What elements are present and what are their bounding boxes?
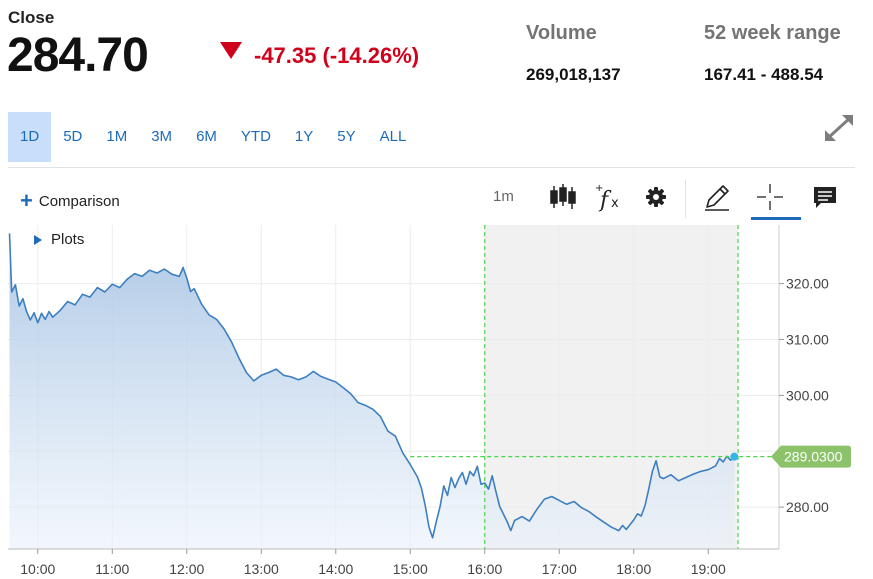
range-tabs: 1D 5D 1M 3M 6M YTD 1Y 5Y ALL — [8, 112, 418, 162]
volume-label: Volume — [526, 22, 597, 44]
crosshair-active-indicator — [751, 217, 801, 220]
range-value: 167.41 - 488.54 — [704, 65, 824, 84]
plots-toggle[interactable]: Plots — [34, 231, 84, 248]
pencil-icon[interactable] — [700, 180, 734, 214]
close-label: Close — [8, 8, 55, 27]
last-price-point — [730, 452, 739, 461]
x-tick-label: 11:00 — [95, 561, 129, 577]
svg-text:+: + — [595, 183, 603, 194]
tabs-divider — [8, 167, 855, 168]
x-axis: 10:00 11:00 12:00 13:00 14:00 15:00 16:00 17:00… — [8, 548, 779, 577]
x-tick-label: 10:00 — [20, 561, 55, 577]
candlestick-icon[interactable] — [546, 180, 580, 214]
tab-5y[interactable]: 5Y — [337, 128, 356, 145]
volume-value: 269,018,137 — [526, 65, 621, 84]
crosshair-icon[interactable] — [753, 180, 787, 214]
y-tick-label: 280.00 — [786, 499, 829, 515]
svg-text:x: x — [611, 196, 619, 211]
gear-icon[interactable] — [639, 180, 673, 214]
tab-1m[interactable]: 1M — [106, 128, 128, 145]
close-price: 284.70 — [7, 29, 149, 82]
play-arrow-icon — [34, 234, 42, 245]
tab-all[interactable]: ALL — [379, 128, 407, 145]
down-arrow-icon — [220, 42, 242, 59]
x-tick-label: 17:00 — [542, 561, 577, 577]
last-price-tag-shape — [771, 445, 851, 468]
tab-1d[interactable]: 1D — [8, 112, 52, 162]
comparison-button[interactable]: + Comparison — [20, 190, 120, 212]
x-tick-label: 14:00 — [318, 561, 353, 577]
plus-icon: + — [20, 188, 33, 213]
tab-5d[interactable]: 5D — [63, 128, 83, 145]
toolbar-divider — [685, 180, 686, 218]
price-change: -47.35 (-14.26%) — [254, 43, 420, 68]
y-tick-label: 310.00 — [786, 332, 829, 348]
interval-button[interactable]: 1m — [493, 188, 514, 205]
function-icon[interactable]: + f x — [592, 180, 626, 214]
price-line — [8, 233, 735, 539]
range-label: 52 week range — [704, 22, 841, 44]
tab-ytd[interactable]: YTD — [240, 128, 271, 145]
x-tick-label: 15:00 — [393, 561, 428, 577]
y-tick-label: 320.00 — [786, 276, 829, 292]
x-tick-label: 16:00 — [467, 561, 502, 577]
comparison-label: Comparison — [38, 192, 120, 210]
x-tick-label: 18:00 — [616, 561, 651, 577]
expand-icon[interactable] — [822, 112, 856, 144]
last-price-tag: 289.0300 — [771, 445, 851, 468]
x-tick-label: 12:00 — [169, 561, 204, 577]
plots-label: Plots — [51, 231, 85, 248]
price-area — [9, 233, 735, 549]
svg-text:f: f — [598, 188, 612, 213]
tab-1y[interactable]: 1Y — [294, 128, 314, 145]
tab-6m[interactable]: 6M — [196, 128, 217, 145]
x-tick-label: 13:00 — [244, 561, 279, 577]
tab-3m[interactable]: 3M — [151, 128, 173, 145]
y-tick-label: 300.00 — [786, 387, 829, 403]
x-tick-label: 19:00 — [691, 561, 726, 577]
comment-icon[interactable] — [808, 180, 842, 214]
last-price-tag-label: 289.0300 — [784, 449, 843, 465]
